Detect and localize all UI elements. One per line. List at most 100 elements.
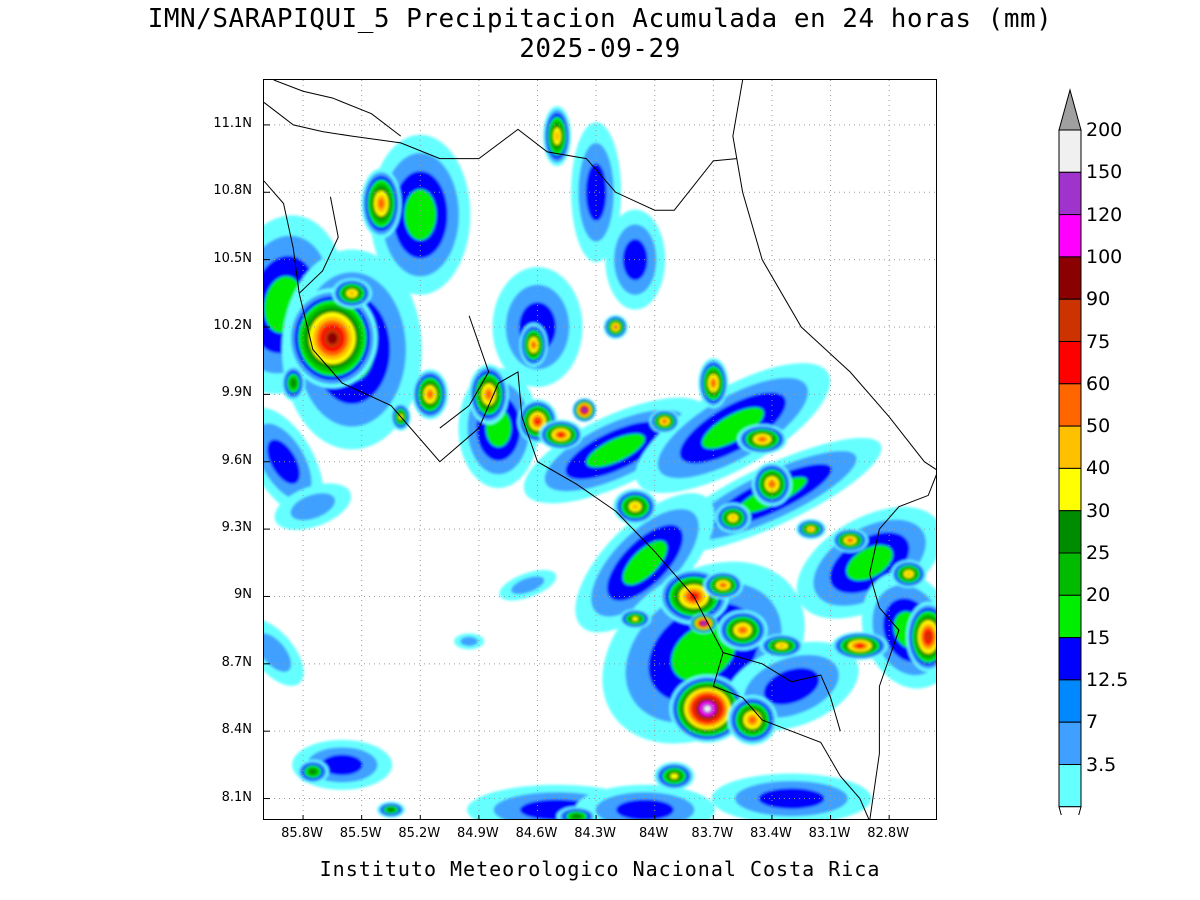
precip-contour bbox=[534, 418, 541, 425]
colorbar-bin bbox=[1058, 341, 1082, 385]
colorbar-tick-label: 12.5 bbox=[1086, 668, 1129, 691]
precip-contour bbox=[290, 493, 336, 521]
precip-contour bbox=[847, 538, 853, 543]
colorbar-bin bbox=[1058, 214, 1082, 258]
precip-contour bbox=[404, 189, 437, 241]
precip-contour bbox=[670, 773, 679, 779]
longitude-tick-label: 84.9W bbox=[456, 826, 499, 841]
panama-border bbox=[869, 474, 936, 819]
credit-footer: Instituto Meteorologico Nacional Costa R… bbox=[319, 857, 881, 881]
colorbar-tick-label: 90 bbox=[1086, 288, 1111, 311]
nicoya-gulf-shore bbox=[439, 315, 490, 429]
precip-contour bbox=[701, 407, 764, 449]
colorbar-tick-label: 50 bbox=[1086, 415, 1111, 438]
colorbar-tick-label: 120 bbox=[1086, 203, 1123, 226]
precip-contour bbox=[729, 515, 736, 521]
precip-contour bbox=[267, 439, 300, 484]
colorbar-tick-label: 75 bbox=[1086, 330, 1111, 353]
colorbar-bin bbox=[1058, 256, 1082, 300]
precip-contour bbox=[622, 239, 648, 281]
colorbar-tick-label: 3.5 bbox=[1086, 753, 1117, 776]
latitude-tick-label: 9.9N bbox=[221, 385, 252, 401]
precip-contour bbox=[586, 433, 645, 468]
map-title: IMN/SARAPIQUI_5 Precipitacion Acumulada … bbox=[147, 4, 1053, 34]
colorbar-tick-label: 7 bbox=[1086, 711, 1099, 734]
lat-lon-grid bbox=[264, 80, 936, 819]
longitude-tick-label: 85.5W bbox=[339, 826, 382, 841]
precip-contour bbox=[327, 332, 338, 344]
latitude-tick-label: 8.1N bbox=[221, 789, 252, 805]
precip-contour bbox=[758, 788, 825, 809]
precip-contour bbox=[616, 799, 674, 819]
precip-contour bbox=[511, 576, 545, 595]
precip-contour bbox=[572, 814, 581, 819]
colorbar-bin bbox=[1058, 171, 1082, 216]
caribbean-coast bbox=[732, 80, 936, 470]
colorbar-over-triangle bbox=[1058, 88, 1082, 131]
longitude-tick-label: 84.3W bbox=[574, 826, 617, 841]
colorbar-tick-label: 20 bbox=[1086, 584, 1111, 607]
precip-contour bbox=[613, 325, 618, 329]
colorbar-bin bbox=[1058, 510, 1082, 554]
colorbar-bin bbox=[1058, 721, 1082, 766]
precip-contour bbox=[378, 198, 385, 209]
precip-contour bbox=[485, 389, 492, 399]
latitude-tick-label: 11.1N bbox=[213, 115, 252, 131]
precip-contour bbox=[846, 545, 893, 581]
precip-contour bbox=[585, 163, 607, 222]
longitude-tick-label: 83.7W bbox=[691, 826, 734, 841]
precip-contour bbox=[631, 503, 639, 510]
colorbar-under-triangle bbox=[1058, 806, 1082, 815]
pacific-coast bbox=[264, 180, 870, 819]
precip-contour bbox=[671, 623, 736, 682]
precip-contour bbox=[427, 390, 433, 399]
colorbar-bin bbox=[1058, 594, 1082, 639]
latitude-tick-label: 9.3N bbox=[221, 520, 252, 536]
precip-contour bbox=[622, 540, 668, 585]
latitude-tick-label: 8.7N bbox=[221, 654, 252, 670]
colorbar-bin bbox=[1058, 679, 1082, 723]
precip-contour bbox=[662, 419, 667, 424]
longitude-tick-label: 85.8W bbox=[281, 826, 323, 841]
map-date: 2025-09-29 bbox=[519, 34, 681, 64]
longitude-tick-label: 84W bbox=[639, 826, 669, 841]
precip-contour bbox=[348, 290, 356, 296]
longitude-tick-label: 85.2W bbox=[398, 826, 441, 841]
precip-contour bbox=[632, 616, 639, 621]
precip-contour bbox=[321, 754, 363, 776]
precip-contour bbox=[582, 408, 587, 413]
precip-contour bbox=[720, 583, 727, 588]
colorbar-bin bbox=[1058, 637, 1082, 681]
longitude-tick-label: 83.1W bbox=[808, 826, 851, 841]
precip-contour bbox=[763, 667, 820, 705]
precip-contour bbox=[264, 633, 292, 672]
precip-contour bbox=[701, 621, 706, 626]
colorbar-bin bbox=[1058, 425, 1082, 469]
colorbar-tick-label: 40 bbox=[1086, 457, 1111, 480]
precip-contour bbox=[738, 627, 747, 634]
colorbar-tick-label: 15 bbox=[1086, 626, 1111, 649]
longitude-tick-label: 84.6W bbox=[515, 826, 558, 841]
colorbar-tick-label: 200 bbox=[1086, 119, 1123, 141]
latitude-tick-label: 10.8N bbox=[213, 183, 252, 199]
colorbar-bin bbox=[1058, 467, 1082, 512]
precip-contour bbox=[309, 768, 317, 775]
precip-contour bbox=[460, 636, 478, 647]
precip-contour bbox=[554, 131, 560, 142]
latitude-tick-label: 10.2N bbox=[213, 318, 252, 333]
colorbar-bin bbox=[1058, 764, 1082, 808]
colorbar-tick-label: 60 bbox=[1086, 372, 1111, 395]
precip-contour bbox=[758, 437, 766, 442]
colorbar-bin bbox=[1058, 383, 1082, 427]
precip-contour bbox=[748, 716, 757, 724]
latitude-tick-label: 10.5N bbox=[213, 250, 252, 266]
precip-contour bbox=[856, 643, 864, 648]
precip-contour bbox=[768, 480, 775, 488]
precipitation-field bbox=[264, 106, 936, 819]
colorbar-bin bbox=[1058, 129, 1082, 173]
latitude-tick-label: 9.6N bbox=[221, 452, 252, 468]
precip-contour bbox=[905, 571, 912, 577]
precip-contour bbox=[778, 643, 786, 648]
colorbar-tick-label: 100 bbox=[1086, 245, 1123, 268]
nicaragua-border bbox=[264, 102, 737, 211]
